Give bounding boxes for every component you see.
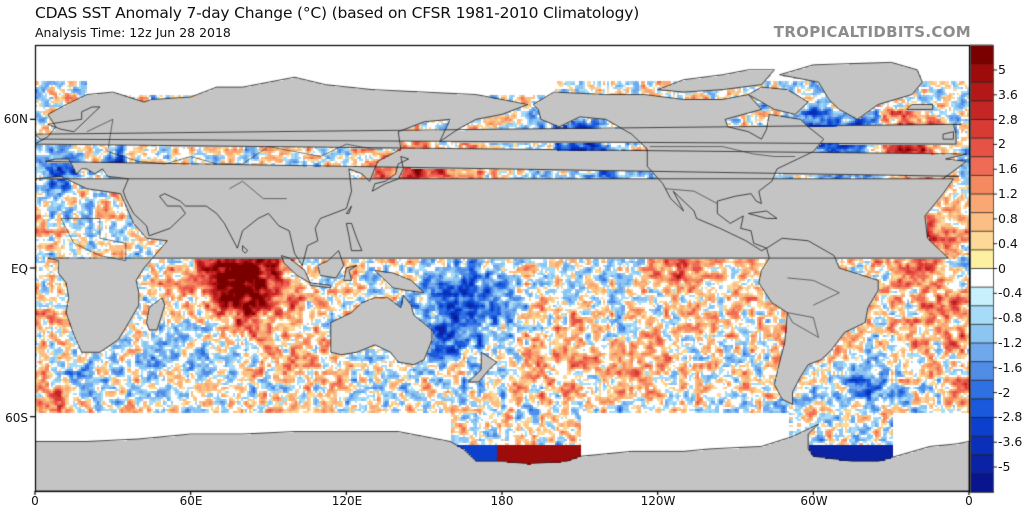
colorbar-label: -1.6 — [998, 359, 1023, 375]
lon-label-120e: 120E — [331, 494, 363, 508]
colorbar-label: 5 — [998, 62, 1006, 77]
colorbar-label: -5 — [998, 459, 1011, 474]
lat-label-60n: 60N — [3, 112, 28, 126]
colorbar-label: 2.8 — [998, 111, 1018, 127]
colorbar-label: -2 — [998, 384, 1011, 400]
lon-label-120w: 120W — [640, 494, 676, 508]
colorbar-label: -0.4 — [998, 285, 1023, 301]
lon-label-60e: 60E — [179, 494, 203, 508]
colorbar-label: -1.2 — [998, 334, 1023, 350]
colorbar-label: 2 — [998, 136, 1006, 152]
brand-watermark: TROPICALTIDBITS.COM — [773, 23, 971, 41]
colorbar-label: -3.6 — [998, 434, 1023, 450]
colorbar-label: -2.8 — [998, 409, 1023, 425]
lat-label-60s: 60S — [5, 411, 28, 425]
analysis-time: Analysis Time: 12z Jun 28 2018 — [35, 25, 231, 40]
lon-label-0-east: 0 — [965, 494, 973, 508]
lon-label-0: 0 — [31, 494, 39, 508]
colorbar-label: 0.4 — [998, 235, 1018, 251]
chart-title: CDAS SST Anomaly 7-day Change (°C) (base… — [35, 4, 640, 22]
colorbar-label: 1.6 — [998, 161, 1018, 177]
colorbar-label: 0 — [998, 260, 1006, 276]
lat-label-eq: EQ — [10, 262, 28, 276]
colorbar-label: 3.6 — [998, 86, 1018, 102]
lon-label-180: 180 — [490, 494, 514, 508]
colorbar-label: 1.2 — [998, 186, 1018, 202]
colorbar-label: -0.8 — [998, 310, 1023, 326]
lon-label-60w: 60W — [800, 494, 828, 508]
colorbar-label: 0.8 — [998, 210, 1018, 226]
